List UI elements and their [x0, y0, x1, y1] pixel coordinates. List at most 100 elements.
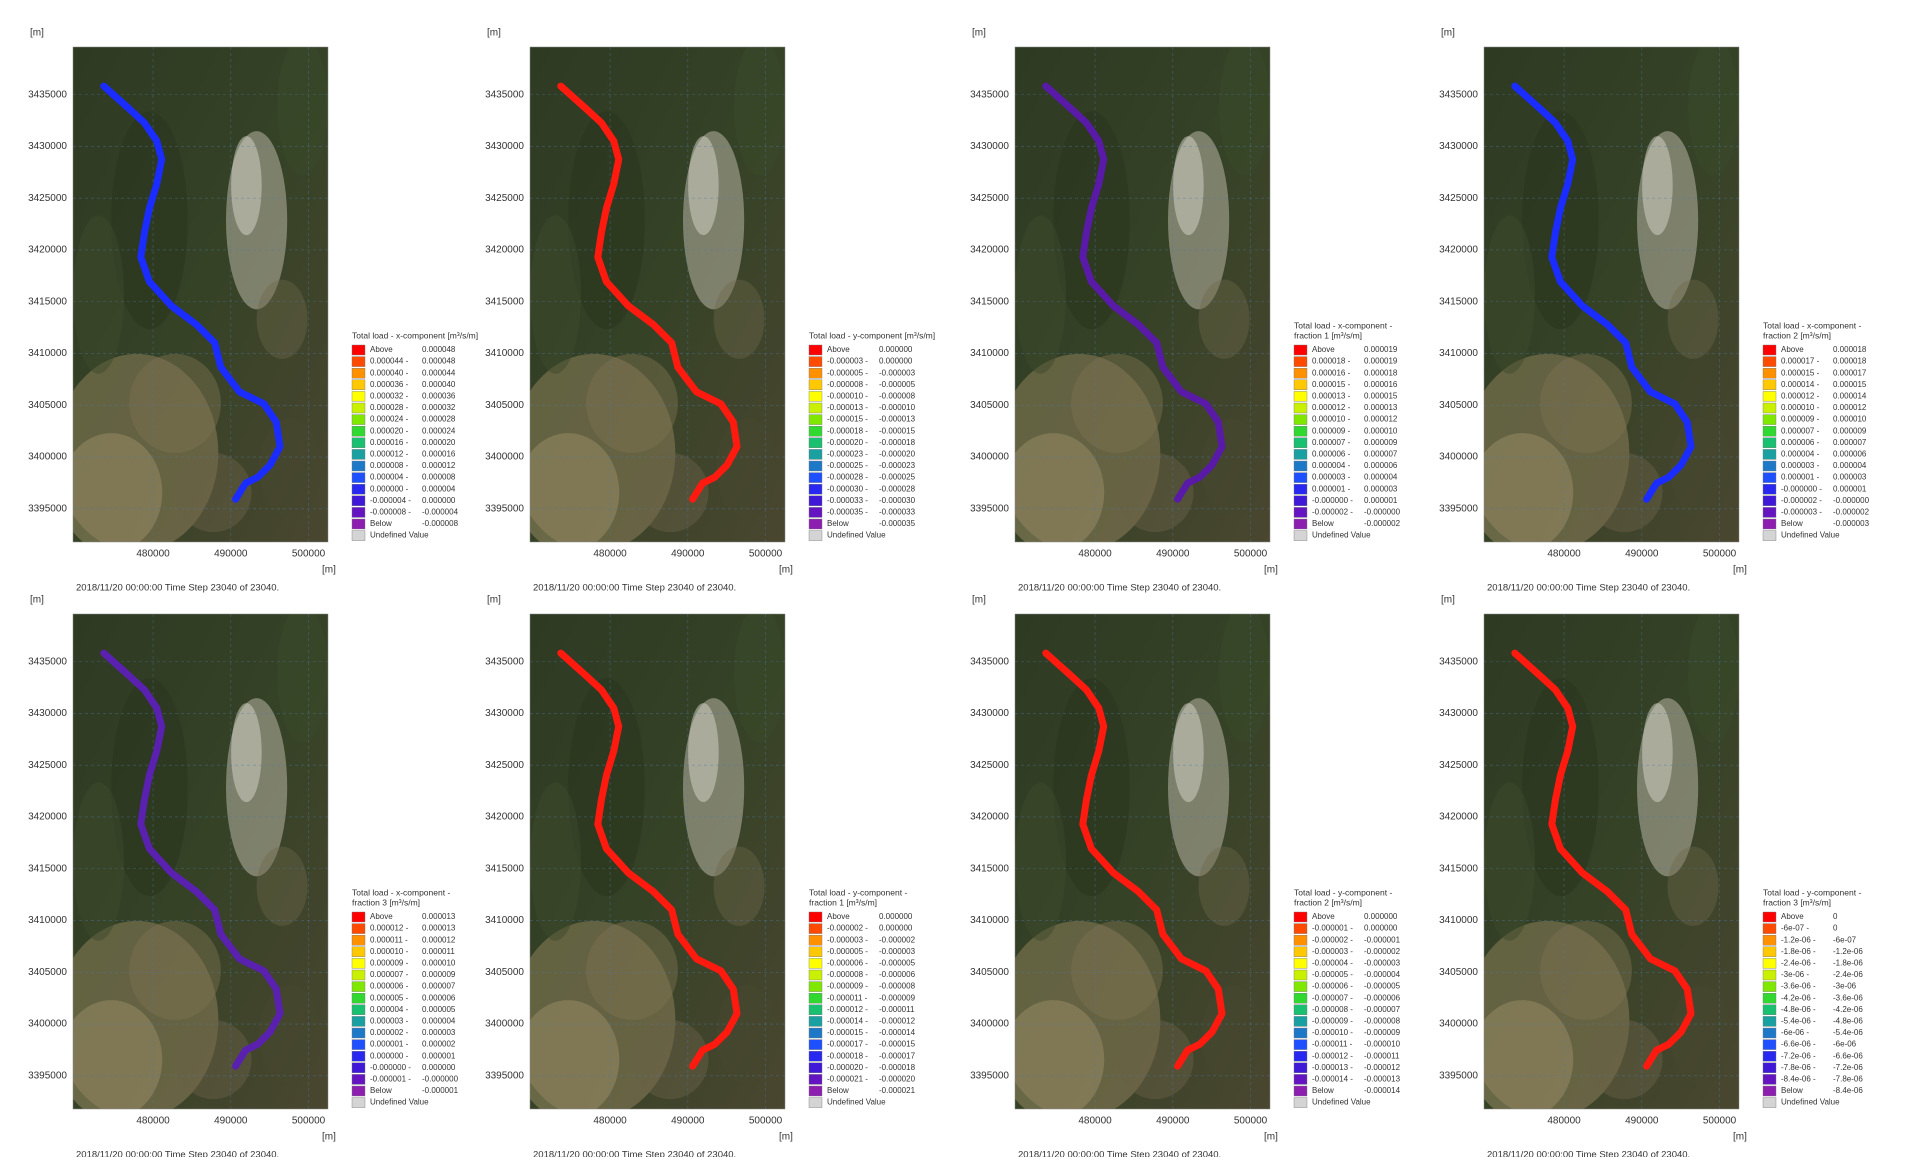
- y-tick-label: 3405000: [485, 400, 524, 411]
- map-panel: 3435000 3430000 3425000 3420000 3415000 34100…: [28, 595, 459, 1157]
- legend-swatch: [1293, 1097, 1308, 1108]
- legend-label: -3.6e-06: [1833, 993, 1863, 1002]
- legend-label: 0.000018: [1833, 345, 1867, 354]
- y-tick-label: 3410000: [485, 348, 524, 359]
- terrain-patch: [734, 614, 785, 743]
- y-tick-label: 3420000: [28, 245, 67, 256]
- legend-label: 0.000005: [422, 1005, 456, 1014]
- y-tick-label: 3425000: [1439, 193, 1478, 204]
- terrain-patch: [1117, 1019, 1194, 1100]
- legend-label: 0.000007: [422, 982, 456, 991]
- terrain-patch: [277, 614, 328, 743]
- legend-swatch: [351, 1051, 366, 1062]
- legend-label: -3e-06 -: [1781, 970, 1809, 979]
- legend-label: -0.000000: [1364, 508, 1401, 517]
- legend-swatch: [808, 449, 823, 460]
- legend-swatch: [1762, 472, 1777, 483]
- terrain-patch: [1173, 136, 1204, 236]
- legend-swatch: [808, 1062, 823, 1073]
- y-tick-label: 3435000: [28, 656, 67, 667]
- legend-label: -0.000003 -: [827, 935, 868, 944]
- x-unit: [m]: [322, 565, 336, 576]
- legend-label: -0.000003: [879, 368, 916, 377]
- legend-swatch: [351, 379, 366, 390]
- y-unit: [m]: [30, 28, 44, 39]
- legend-swatch: [1293, 518, 1308, 530]
- legend-label: -0.000018: [879, 438, 916, 447]
- legend-label: -7.8e-06: [1833, 1075, 1863, 1084]
- legend-swatch: [1762, 484, 1777, 495]
- legend-swatch: [1293, 437, 1308, 448]
- legend-label: -6e-06 -: [1781, 1028, 1809, 1037]
- legend-swatch: [1762, 1062, 1777, 1073]
- terrain-patch: [1688, 614, 1739, 743]
- y-tick-label: 3435000: [1439, 656, 1478, 667]
- legend-label: 0.000032: [422, 403, 456, 412]
- legend-swatch: [351, 356, 366, 367]
- y-tick-label: 3430000: [1439, 141, 1478, 152]
- y-tick-label: 3395000: [485, 1071, 524, 1082]
- terrain-patch: [129, 353, 221, 453]
- legend-label: 0.000010 -: [1781, 403, 1820, 412]
- map-panel: 3435000 3430000 3425000 3420000 3415000 34100…: [28, 28, 478, 594]
- legend-label: -6e-07: [1833, 935, 1857, 944]
- legend-label: 0.000004: [1833, 461, 1867, 470]
- legend-label: 0.000016: [1364, 380, 1398, 389]
- legend-swatch: [351, 1039, 366, 1050]
- legend-label: 0.000013 -: [1312, 392, 1351, 401]
- legend-label: 0.000014 -: [1781, 380, 1820, 389]
- legend-swatch: [351, 495, 366, 506]
- y-tick-label: 3405000: [28, 967, 67, 978]
- terrain-patch: [530, 433, 620, 542]
- legend-swatch: [351, 958, 366, 969]
- legend-swatch: [1762, 1004, 1777, 1015]
- map-image: [1484, 614, 1739, 1109]
- terrain-patch: [259, 418, 321, 518]
- y-tick-label: 3405000: [970, 967, 1009, 978]
- legend-label: -0.000002 -: [1781, 496, 1822, 505]
- terrain-patch: [632, 452, 709, 533]
- y-tick-label: 3405000: [1439, 400, 1478, 411]
- legend-label: -0.000028 -: [827, 473, 868, 482]
- legend-swatch: [351, 993, 366, 1004]
- legend-swatch: [1293, 958, 1308, 969]
- legend-label: 0.000004: [1364, 473, 1398, 482]
- legend-label: -0.000011 -: [827, 993, 868, 1002]
- legend-swatch: [1762, 518, 1777, 530]
- terrain-patch: [716, 985, 778, 1085]
- legend-label: 0.000011 -: [370, 935, 408, 944]
- legend-label: 0.000024: [422, 426, 456, 435]
- legend-label: 0.000001: [422, 1051, 456, 1060]
- legend-label: 0.000010 -: [1312, 415, 1351, 424]
- x-tick-label: 480000: [1078, 549, 1112, 560]
- legend-label: -8.4e-06 -: [1781, 1075, 1816, 1084]
- legend-label: -0.000006 -: [1312, 982, 1353, 991]
- legend-label: -0.000001 -: [1312, 924, 1353, 933]
- legend-label: -0.000008 -: [370, 508, 411, 517]
- legend-swatch: [351, 426, 366, 437]
- timestamp: 2018/11/20 00:00:00 Time Step 23040 of 2…: [76, 1150, 279, 1157]
- legend-label: 0.000004: [422, 484, 456, 493]
- legend-label: Above: [827, 912, 850, 921]
- legend-label: -8.4e-06: [1833, 1086, 1863, 1095]
- y-tick-label: 3420000: [485, 245, 524, 256]
- legend-label: 0.000040 -: [370, 368, 409, 377]
- legend-swatch: [1293, 449, 1308, 460]
- legend-label: 0.000002 -: [370, 1028, 409, 1037]
- legend-label: 0.000001: [1833, 484, 1867, 493]
- legend-label: 0.000012 -: [370, 924, 409, 933]
- terrain-patch: [688, 703, 719, 803]
- legend-swatch: [1293, 391, 1308, 402]
- legend-swatch: [808, 495, 823, 506]
- legend-swatch: [1293, 1051, 1308, 1062]
- legend-label: -0.000013: [879, 415, 916, 424]
- timestamp: 2018/11/20 00:00:00 Time Step 23040 of 2…: [533, 1150, 736, 1157]
- y-tick-label: 3415000: [28, 296, 67, 307]
- legend-swatch: [351, 1062, 366, 1073]
- legend-label: -0.000023: [879, 461, 916, 470]
- legend-label: Undefined Value: [827, 531, 886, 540]
- legend-label: -0.000010: [1364, 1040, 1401, 1049]
- legend-swatch: [351, 530, 366, 541]
- x-tick-label: 500000: [1703, 1116, 1737, 1127]
